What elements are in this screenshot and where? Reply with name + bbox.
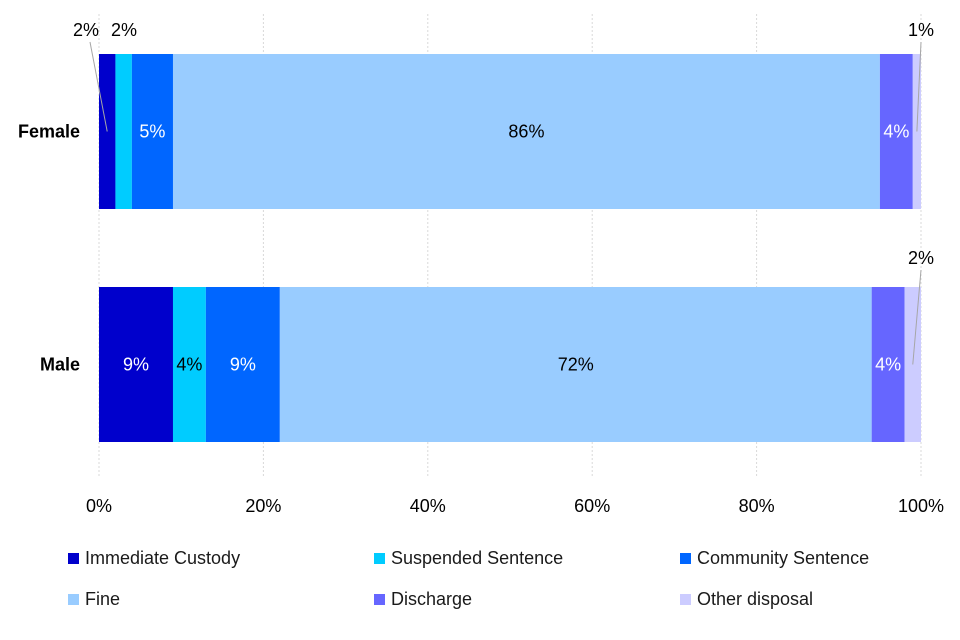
legend-swatch <box>374 594 385 605</box>
bar-segment <box>131 54 173 209</box>
legend-label: Community Sentence <box>697 548 870 568</box>
data-label: 4% <box>176 355 202 375</box>
legend-item: Suspended Sentence <box>374 548 563 569</box>
data-label: 4% <box>875 355 901 375</box>
legend-swatch <box>68 553 79 564</box>
data-label: 86% <box>508 122 544 142</box>
bar-segment <box>115 54 132 209</box>
bar-segment <box>99 287 173 442</box>
data-label: 5% <box>139 122 165 142</box>
legend-item: Immediate Custody <box>68 548 240 569</box>
category-labels: Female Male <box>18 122 80 375</box>
x-axis-tick-labels: 0% 20% 40% 60% 80% 100% <box>86 496 944 516</box>
x-tick-label: 0% <box>86 496 112 516</box>
data-label: 2% <box>908 248 934 268</box>
data-label: 72% <box>558 355 594 375</box>
x-tick-label: 80% <box>739 496 775 516</box>
legend-label: Immediate Custody <box>85 548 241 568</box>
data-labels: 2% 2% 5% 86% 4% 1% 9% 4% 9% 72% 4% 2% <box>73 20 934 375</box>
x-tick-label: 100% <box>898 496 944 516</box>
x-tick-label: 20% <box>245 496 281 516</box>
legend-label: Discharge <box>391 589 473 609</box>
stacked-bar-chart: 2% 2% 5% 86% 4% 1% 9% 4% 9% 72% 4% 2% Female Male 0%… <box>18 14 944 516</box>
x-tick-label: 40% <box>410 496 446 516</box>
legend-item: Other disposal <box>680 589 813 610</box>
bar-segment <box>879 54 913 209</box>
x-tick-label: 60% <box>574 496 610 516</box>
category-label: Male <box>40 355 80 375</box>
legend-label: Fine <box>85 589 121 609</box>
bar-segment <box>172 287 206 442</box>
data-label: 9% <box>230 355 256 375</box>
leader-line <box>916 41 922 132</box>
legend-swatch <box>68 594 79 605</box>
legend-label: Suspended Sentence <box>391 548 564 568</box>
legend-item: Fine <box>68 589 120 610</box>
bar-segment <box>205 287 280 442</box>
data-label: 2% <box>73 20 99 40</box>
data-label: 9% <box>123 355 149 375</box>
data-label: 4% <box>883 122 909 142</box>
category-label: Female <box>18 122 80 142</box>
legend-item: Discharge <box>374 589 472 610</box>
legend-swatch <box>680 594 691 605</box>
bar-segment <box>871 287 905 442</box>
leader-line <box>89 41 108 132</box>
bar-segment <box>172 54 880 209</box>
legend-swatch <box>374 553 385 564</box>
bars <box>99 54 921 442</box>
leader-lines <box>89 41 922 365</box>
legend-swatch <box>680 553 691 564</box>
legend-item: Community Sentence <box>680 548 869 569</box>
leader-line <box>912 269 922 365</box>
legend-label: Other disposal <box>697 589 814 609</box>
data-label: 2% <box>111 20 137 40</box>
bar-segment <box>279 287 872 442</box>
data-label: 1% <box>908 20 934 40</box>
